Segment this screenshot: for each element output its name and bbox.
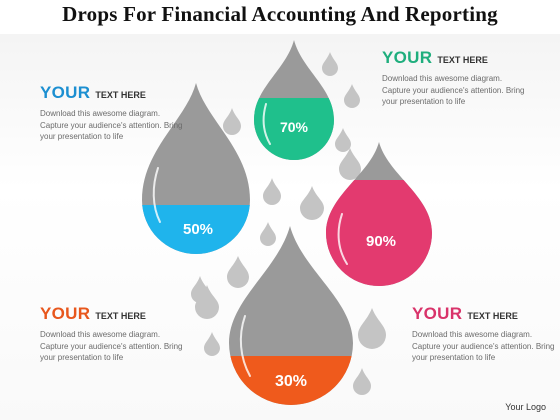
text-block-bottom-left: YOUR TEXT HERE Download this awesome diag… [40, 305, 190, 364]
drop-pink: 90% [326, 142, 432, 286]
text-block-top-left: YOUR TEXT HERE Download this awesome diag… [40, 84, 190, 143]
heading: YOUR [40, 304, 91, 323]
small-drop-icon [300, 186, 324, 220]
drop-orange-percent: 30% [275, 373, 307, 390]
subheading: TEXT HERE [437, 55, 488, 65]
small-drops [191, 52, 386, 395]
small-drop-icon [260, 222, 276, 246]
heading: YOUR [412, 304, 463, 323]
drop-blue-percent: 50% [183, 221, 213, 238]
subheading: TEXT HERE [95, 311, 146, 321]
drop-pink-percent: 90% [366, 233, 396, 250]
small-drop-icon [335, 128, 351, 152]
drop-green: 70% [254, 40, 334, 160]
body-text: Download this awesome diagram. Capture y… [40, 109, 183, 141]
heading: YOUR [382, 48, 433, 67]
small-drop-icon [353, 368, 371, 395]
small-drop-icon [195, 285, 219, 319]
small-drop-icon [339, 148, 361, 180]
small-drop-icon [227, 256, 249, 288]
small-drop-icon [344, 84, 360, 108]
small-drop-icon [223, 108, 241, 135]
small-drop-icon [263, 178, 281, 205]
body-text: Download this awesome diagram. Capture y… [382, 74, 525, 106]
subheading: TEXT HERE [467, 311, 518, 321]
body-text: Download this awesome diagram. Capture y… [40, 330, 183, 362]
drop-green-percent: 70% [280, 119, 309, 135]
small-drop-icon [204, 332, 220, 356]
page-title: Drops For Financial Accounting And Repor… [62, 2, 498, 26]
small-drop-icon [358, 308, 386, 349]
drop-orange: 30% [229, 226, 353, 405]
body-text: Download this awesome diagram. Capture y… [412, 330, 555, 362]
small-drop-icon [322, 52, 338, 76]
heading: YOUR [40, 83, 91, 102]
text-block-bottom-right: YOUR TEXT HERE Download this awesome diag… [412, 305, 560, 364]
subheading: TEXT HERE [95, 90, 146, 100]
text-block-top-right: YOUR TEXT HERE Download this awesome diag… [382, 49, 532, 108]
logo-text: Your Logo [505, 402, 546, 412]
